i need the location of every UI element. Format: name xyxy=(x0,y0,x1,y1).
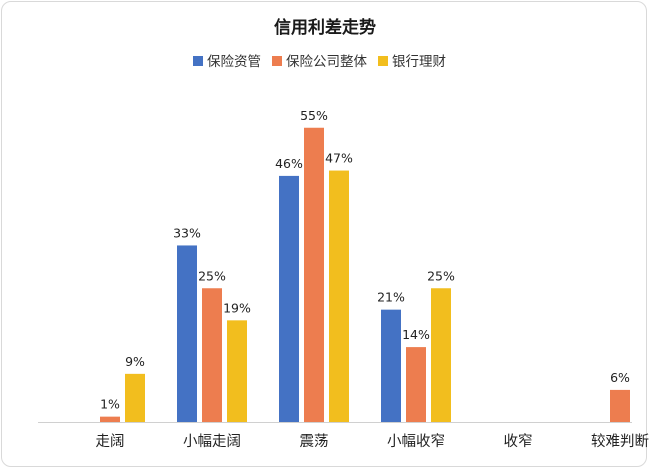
bar-保险资管-小幅收窄 xyxy=(381,309,401,422)
x-axis-ticks: 走阔 小幅走阔 震荡 小幅收窄 收窄 较难判断 xyxy=(96,432,650,450)
bar-保险公司整体-小幅走阔 xyxy=(202,288,222,422)
data-label: 21% xyxy=(377,290,405,305)
chart-title: 信用利差走势 xyxy=(274,17,376,38)
bar-保险公司整体-震荡 xyxy=(304,127,324,422)
legend-label: 保险公司整体 xyxy=(286,54,367,70)
data-label: 25% xyxy=(198,268,226,283)
x-tick-label: 较难判断 xyxy=(591,432,649,450)
legend-swatch xyxy=(193,56,203,66)
data-label: 55% xyxy=(300,108,328,123)
legend-label: 银行理财 xyxy=(392,54,446,70)
x-tick-label: 小幅走阔 xyxy=(183,433,241,450)
bar-保险公司整体-走阔 xyxy=(100,416,120,422)
data-label: 9% xyxy=(125,354,145,369)
legend-swatch xyxy=(272,56,282,66)
bar-银行理财-震荡 xyxy=(329,170,349,422)
data-label: 47% xyxy=(325,151,353,166)
bar-银行理财-走阔 xyxy=(125,373,145,422)
bar-保险公司整体-小幅收窄 xyxy=(406,347,426,422)
data-label: 46% xyxy=(275,156,303,171)
x-tick-label: 小幅收窄 xyxy=(387,432,445,450)
bar-保险公司整体-较难判断 xyxy=(610,389,630,422)
bars-group: 1% 9% 33% 25% 19% 46% 55% 47% 21% 14% 25% 6% xyxy=(100,108,630,422)
bar-保险资管-小幅走阔 xyxy=(177,245,197,422)
data-label: 14% xyxy=(402,327,430,342)
data-label: 19% xyxy=(223,300,251,315)
bar-保险资管-震荡 xyxy=(279,175,299,422)
x-tick-label: 震荡 xyxy=(300,433,329,450)
legend: 保险资管 保险公司整体 银行理财 xyxy=(193,54,446,70)
x-tick-label: 收窄 xyxy=(504,432,533,450)
data-label: 1% xyxy=(100,397,120,412)
legend-label: 保险资管 xyxy=(207,54,261,70)
data-label: 33% xyxy=(173,225,201,240)
bar-银行理财-小幅收窄 xyxy=(431,288,451,422)
bar-银行理财-小幅走阔 xyxy=(227,320,247,422)
data-label: 6% xyxy=(610,370,630,385)
legend-swatch xyxy=(378,56,388,66)
data-label: 25% xyxy=(427,268,455,283)
x-tick-label: 走阔 xyxy=(96,433,125,450)
